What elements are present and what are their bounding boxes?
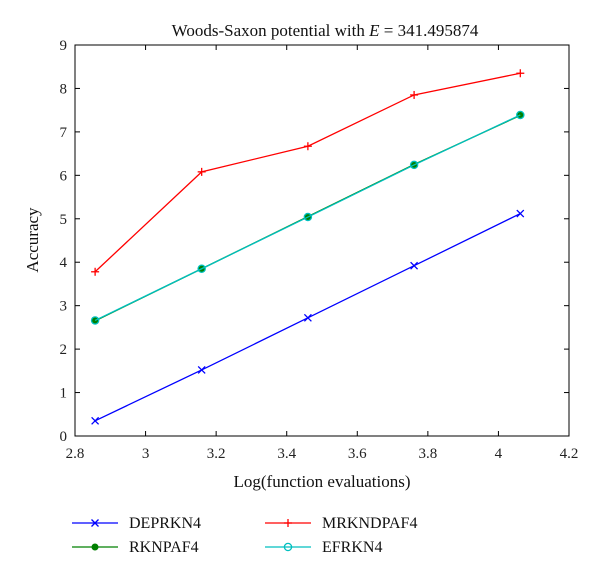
marker-stroke bbox=[197, 366, 206, 374]
marker-circle bbox=[90, 316, 100, 325]
data-point bbox=[91, 519, 99, 527]
data-point bbox=[516, 209, 525, 218]
data-point bbox=[410, 90, 419, 99]
legend-item-deprkn4: DEPRKN4 bbox=[72, 515, 201, 532]
y-tick-label: 3 bbox=[60, 299, 68, 315]
data-point bbox=[284, 519, 292, 527]
data-point bbox=[197, 167, 206, 176]
legend: DEPRKN4 MRKNDPAF4 RKNPAF4 EFRKN4 bbox=[72, 515, 417, 556]
data-point bbox=[303, 212, 313, 222]
marker-stroke bbox=[516, 209, 525, 218]
y-tick-label: 7 bbox=[60, 125, 68, 141]
y-tick-label: 6 bbox=[60, 168, 68, 184]
x-tick-label: 3.6 bbox=[348, 446, 367, 462]
series-efrkn4 bbox=[90, 110, 525, 325]
data-point bbox=[409, 160, 419, 170]
x-axis-title: Log(function evaluations) bbox=[233, 472, 410, 491]
marker-stroke bbox=[303, 313, 312, 322]
data-point bbox=[90, 316, 100, 325]
marker-circle bbox=[303, 212, 313, 222]
y-tick-label: 5 bbox=[60, 212, 68, 228]
data-point bbox=[303, 313, 312, 322]
marker-dot bbox=[91, 543, 99, 551]
legend-item-efrkn4: EFRKN4 bbox=[265, 539, 382, 556]
series-group bbox=[90, 69, 525, 425]
legend-item-rknpaf4: RKNPAF4 bbox=[72, 539, 199, 556]
x-tick-label: 4.2 bbox=[560, 446, 579, 462]
marker-circle bbox=[516, 110, 525, 120]
marker-stroke bbox=[91, 519, 99, 527]
legend-item-mrkndpaf4: MRKNDPAF4 bbox=[265, 515, 417, 532]
x-tick-label: 3.8 bbox=[418, 446, 437, 462]
plot-frame bbox=[74, 44, 570, 437]
legend-label-rknpaf4: RKNPAF4 bbox=[129, 539, 199, 556]
x-tick-label: 3.4 bbox=[277, 446, 296, 462]
data-point bbox=[91, 416, 100, 425]
data-point bbox=[410, 261, 419, 270]
x-tick-label: 4 bbox=[495, 446, 503, 462]
y-tick-label: 0 bbox=[60, 429, 68, 445]
y-axis-title: Accuracy bbox=[23, 207, 42, 273]
y-tick-label: 1 bbox=[60, 386, 68, 402]
chart-title-suffix: = 341.495874 bbox=[379, 21, 478, 40]
data-point bbox=[303, 142, 312, 151]
chart-title-prefix: Woods-Saxon potential with bbox=[172, 21, 369, 40]
data-point bbox=[197, 264, 206, 273]
chart-title: Woods-Saxon potential with E = 341.49587… bbox=[172, 21, 479, 40]
legend-label-deprkn4: DEPRKN4 bbox=[129, 515, 201, 532]
data-point bbox=[91, 267, 100, 276]
marker-stroke bbox=[91, 416, 100, 425]
data-point bbox=[283, 542, 293, 552]
series-deprkn4 bbox=[91, 209, 525, 425]
data-point bbox=[516, 69, 525, 78]
axis-ticks: 2.8 3 3.2 3.4 3.6 3.8 4 4.2 0 1 2 3 4 5 6 7 8 9 bbox=[60, 38, 579, 462]
x-tick-label: 3.2 bbox=[207, 446, 226, 462]
data-point bbox=[516, 110, 525, 120]
data-point bbox=[91, 543, 99, 551]
series-line-mrkndpaf4 bbox=[94, 72, 521, 273]
legend-label-mrkndpaf4: MRKNDPAF4 bbox=[322, 515, 417, 532]
chart-title-variable: E bbox=[368, 21, 380, 40]
series-line-efrkn4 bbox=[94, 114, 521, 322]
marker-circle bbox=[283, 542, 293, 552]
x-tick-label: 2.8 bbox=[66, 446, 85, 462]
y-tick-label: 9 bbox=[60, 38, 68, 54]
legend-label-efrkn4: EFRKN4 bbox=[322, 539, 382, 556]
marker-circle bbox=[197, 264, 206, 273]
data-point bbox=[197, 366, 206, 374]
marker-stroke bbox=[410, 261, 419, 270]
marker-circle bbox=[409, 160, 419, 170]
y-tick-label: 4 bbox=[60, 255, 68, 271]
y-tick-label: 8 bbox=[60, 81, 68, 97]
y-tick-label: 2 bbox=[60, 342, 68, 358]
x-tick-label: 3 bbox=[142, 446, 150, 462]
series-mrkndpaf4 bbox=[91, 69, 525, 276]
